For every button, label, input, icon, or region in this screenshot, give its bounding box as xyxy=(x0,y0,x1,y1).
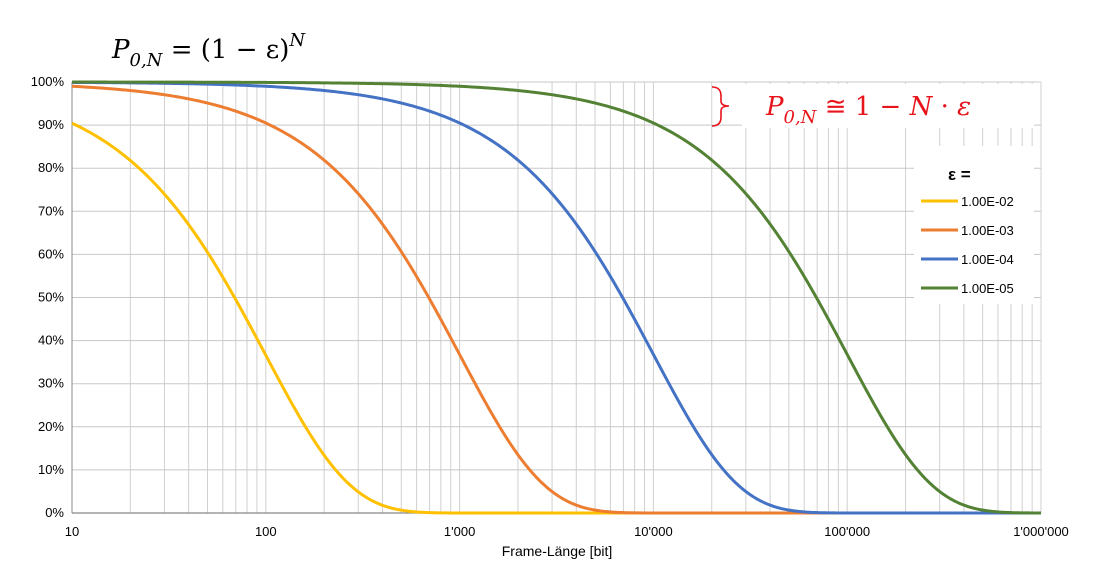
y-tick-label: 40% xyxy=(38,333,64,348)
series-line-0 xyxy=(71,121,1041,515)
x-tick-label: 1'000'000 xyxy=(1013,524,1069,539)
y-tick-label: 100% xyxy=(31,74,65,89)
legend-title: ε = xyxy=(948,165,971,184)
y-tick-label: 80% xyxy=(38,160,64,175)
formula-top: P0,N = (1 − ε)N xyxy=(111,30,306,71)
formula-approx-p: P xyxy=(765,92,784,122)
x-tick-label: 10 xyxy=(65,524,79,539)
series-line-3 xyxy=(72,80,1042,515)
legend-label-2: 1.00E-04 xyxy=(961,252,1014,267)
formula-top-p: P xyxy=(111,35,130,65)
series-line-1 xyxy=(71,84,1041,515)
formula-top-exp: N xyxy=(288,30,306,51)
tick-labels: 0% 10% 20% 30% 40% 50% 60% 70% 80% 90% 100% 10 100 1'… xyxy=(31,74,1069,539)
y-tick-label: 0% xyxy=(45,505,64,520)
formula-top-sub: 0,N xyxy=(130,50,164,71)
y-tick-label: 90% xyxy=(38,117,64,132)
formula-approx-dot: · xyxy=(932,92,957,122)
y-tick-label: 20% xyxy=(38,419,64,434)
legend-label-0: 1.00E-02 xyxy=(961,194,1014,209)
x-axis-title: Frame-Länge [bit] xyxy=(502,543,613,559)
legend-label-3: 1.00E-05 xyxy=(961,281,1014,296)
formula-top-rhs: = (1 − ε) xyxy=(162,35,289,65)
formula-approx-eps: ε xyxy=(957,92,971,122)
formula-approx: P0,N ≅ 1 − N · ε xyxy=(765,92,971,128)
grid xyxy=(71,81,1042,514)
formula-approx-sub: 0,N xyxy=(784,107,818,128)
series-line-2 xyxy=(71,80,1041,515)
y-tick-label: 30% xyxy=(38,376,64,391)
legend-label-1: 1.00E-03 xyxy=(961,223,1014,238)
legend-background xyxy=(914,146,1034,304)
y-tick-label: 70% xyxy=(38,203,64,218)
x-tick-label: 100 xyxy=(255,524,277,539)
approx-brace xyxy=(711,86,730,127)
y-tick-label: 50% xyxy=(38,290,64,305)
formula-approx-n: N xyxy=(909,92,934,122)
x-tick-label: 1'000 xyxy=(444,524,475,539)
x-tick-label: 100'000 xyxy=(824,524,870,539)
legend: ε = 1.00E-02 1.00E-03 1.00E-04 1.00E-05 xyxy=(914,146,1034,304)
x-tick-label: 10'000 xyxy=(634,524,673,539)
formula-approx-rhs: ≅ 1 − xyxy=(816,92,909,122)
y-tick-label: 10% xyxy=(38,462,64,477)
y-tick-label: 60% xyxy=(38,246,64,261)
series-group xyxy=(71,80,1042,515)
approx-box xyxy=(742,84,1034,128)
